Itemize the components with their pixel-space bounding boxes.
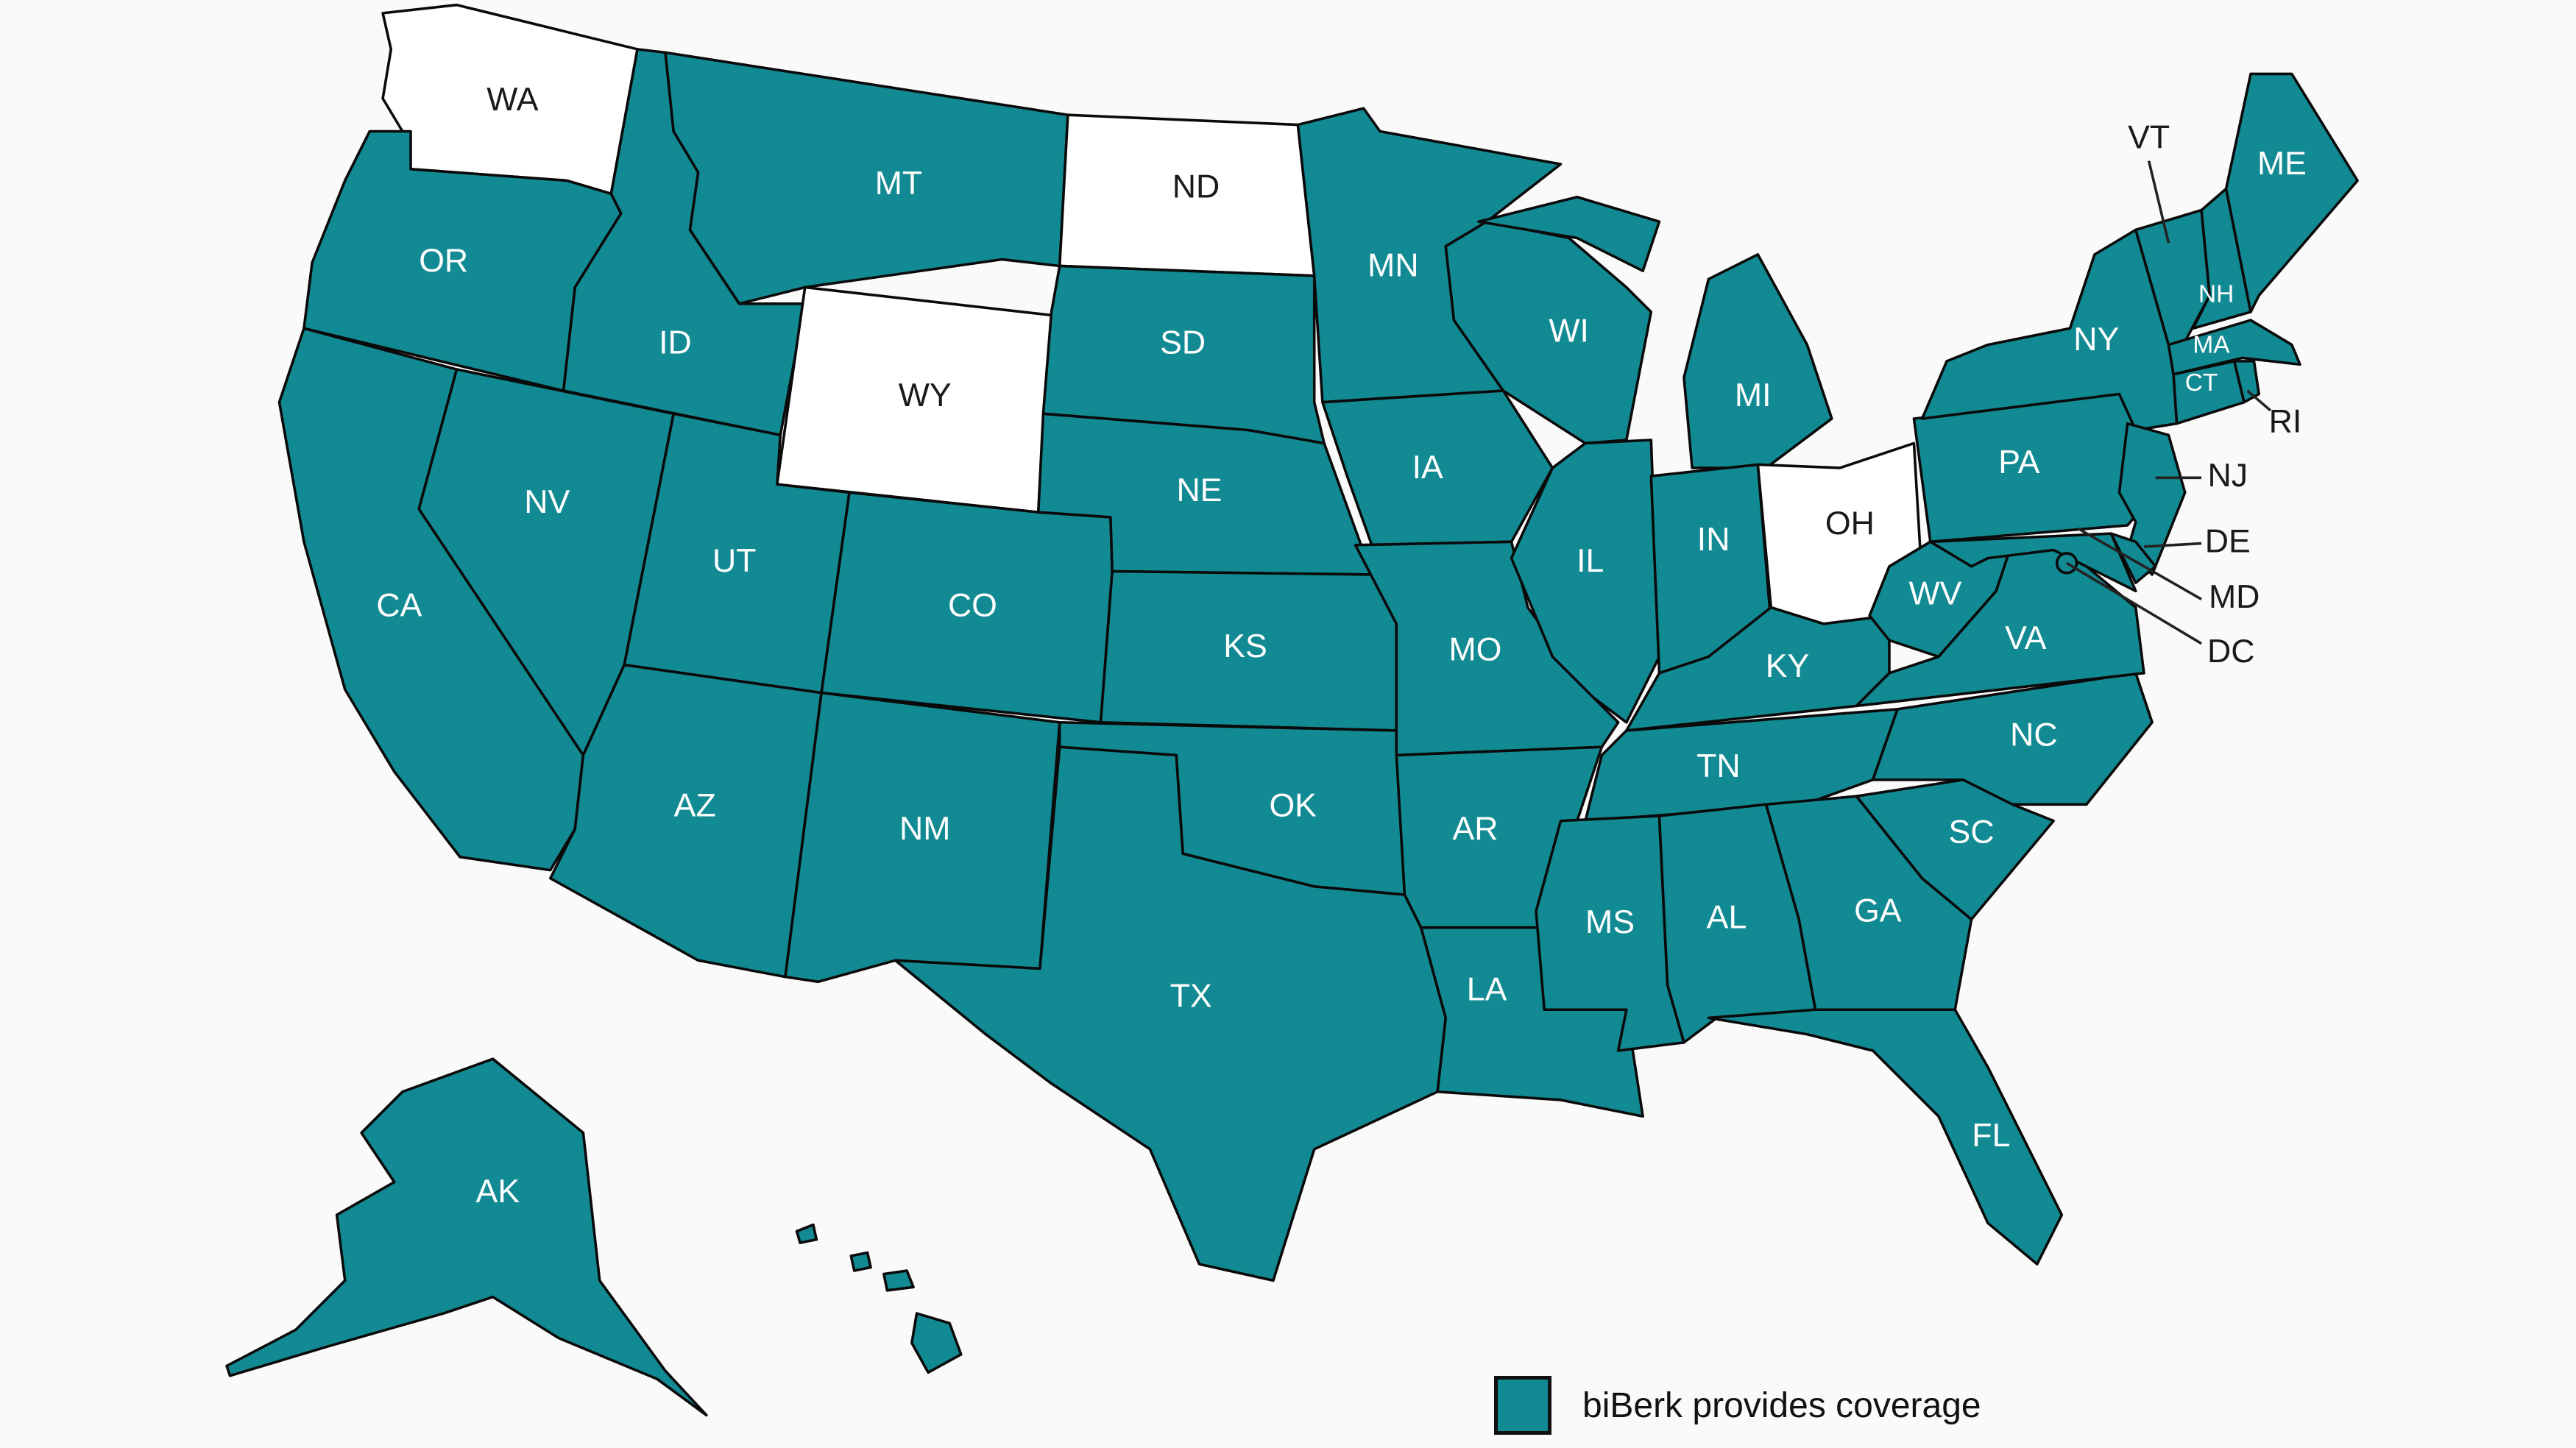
state-ak[interactable] [225,1057,708,1417]
state-label-co: CO [948,587,997,623]
state-label-nj: NJ [2208,458,2248,494]
state-label-in: IN [1697,522,1730,558]
state-label-nh: NH [2198,280,2234,308]
state-label-ia: IA [1412,450,1443,486]
state-de[interactable] [2109,532,2157,584]
state-label-nv: NV [524,484,570,520]
state-label-oh: OH [1825,505,1875,542]
state-label-mi: MI [1735,377,1772,414]
leader-line-de [2143,542,2202,548]
state-label-tn: TN [1696,748,1741,784]
legend: biBerk provides coverage [1494,1376,1981,1435]
state-me[interactable] [2224,72,2359,313]
state-label-va: VA [2005,620,2046,656]
state-label-tx: TX [1170,978,1212,1014]
state-label-or: OR [419,243,468,279]
state-label-wa: WA [486,82,538,118]
state-label-ga: GA [1854,892,1902,929]
state-label-nd: ND [1172,168,1220,205]
state-label-ri: RI [2269,403,2302,439]
state-label-ar: AR [1452,811,1498,847]
leader-line-vt [2147,160,2170,244]
state-label-pa: PA [1998,444,2039,480]
state-label-mo: MO [1449,632,1502,668]
state-nh[interactable] [2192,187,2252,330]
state-label-me: ME [2257,146,2307,182]
leader-line-dc [2066,561,2202,645]
state-ny[interactable] [1920,228,2179,432]
state-label-id: ID [659,324,692,361]
state-labels: WA OR CA ID NV MT WY UT AZ CO NM ND SD NE KS OK TX MN IA MO… [376,82,2307,1210]
state-label-sc: SC [1949,814,1995,850]
label-leader-lines [2066,160,2271,645]
state-label-md: MD [2209,579,2260,615]
state-label-la: LA [1467,972,1507,1008]
state-label-ms: MS [1585,904,1635,940]
state-nc[interactable] [1871,672,2154,806]
state-label-ne: NE [1176,472,1222,508]
state-hi[interactable] [795,1223,963,1374]
state-label-ok: OK [1269,788,1317,824]
state-label-ak: AK [476,1174,520,1210]
state-tx[interactable] [894,745,1448,1282]
state-label-ut: UT [712,543,757,579]
state-label-wi: WI [1549,313,1589,349]
state-label-de: DE [2205,523,2251,559]
state-label-nc: NC [2010,717,2057,753]
state-mt[interactable] [664,51,1069,305]
state-label-ky: KY [1766,648,1810,684]
state-label-ca: CA [376,587,422,623]
state-label-ma: MA [2193,332,2230,359]
state-label-il: IL [1577,543,1604,579]
state-label-sd: SD [1160,324,1206,361]
state-label-dc: DC [2207,634,2254,670]
state-label-ct: CT [2185,369,2218,397]
state-label-mn: MN [1367,248,1418,284]
legend-label: biBerk provides coverage [1582,1385,1981,1425]
state-shapes [225,3,2359,1417]
state-label-fl: FL [1972,1118,2010,1154]
legend-swatch [1494,1376,1551,1435]
state-label-ny: NY [2073,322,2119,358]
leader-line-md [2077,527,2202,600]
state-fl[interactable] [1707,1008,2064,1266]
state-label-ks: KS [1223,628,1267,664]
state-label-nm: NM [899,811,950,847]
state-ri[interactable] [2232,360,2260,404]
state-label-al: AL [1707,899,1747,935]
state-label-vt: VT [2128,119,2170,155]
state-label-az: AZ [674,788,716,824]
state-label-mt: MT [875,166,922,202]
leader-line-ri [2246,389,2271,412]
state-mi[interactable] [1477,195,1833,469]
state-label-wv: WV [1909,576,1962,612]
state-label-wy: WY [899,377,952,414]
